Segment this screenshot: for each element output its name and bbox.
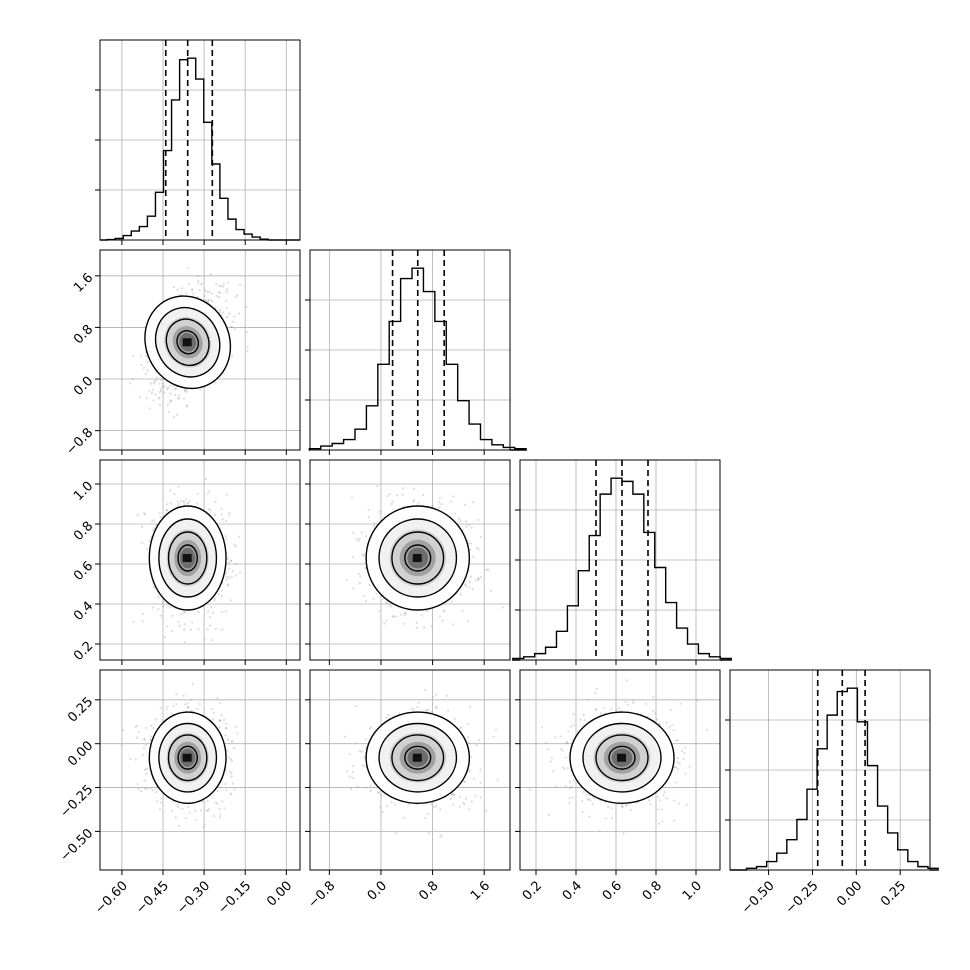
- y-tick-label: 0.6: [71, 559, 96, 584]
- panel-2-1: [309, 459, 511, 661]
- y-tick-label: 0.00: [65, 738, 96, 769]
- contour: [148, 505, 227, 611]
- contour: [176, 330, 200, 355]
- contour: [569, 711, 675, 805]
- y-tick-label: 0.0: [71, 374, 96, 399]
- y-tick-label: 1.6: [71, 271, 96, 296]
- x-tick-label: −0.60: [92, 878, 131, 917]
- x-tick-label: 0.00: [834, 878, 865, 909]
- scatter-3-0: [120, 683, 239, 829]
- x-tick-label: 0.2: [520, 878, 545, 903]
- contour: [158, 518, 218, 598]
- grid-1-1: [310, 250, 510, 450]
- contour: [144, 295, 232, 390]
- grid-2-2: [520, 460, 720, 660]
- contour: [595, 734, 649, 782]
- x-tick-label: 0.6: [600, 878, 625, 903]
- x-tick-label: −0.15: [215, 878, 254, 917]
- scatter-1-0: [128, 266, 249, 419]
- y-tick-label: 0.8: [71, 322, 96, 347]
- x-tick-label: 0.0: [365, 878, 390, 903]
- grid-0-0: [100, 40, 300, 240]
- contour: [365, 505, 471, 611]
- x-tick-label: −0.30: [174, 878, 213, 917]
- x-tick-label: −0.25: [783, 878, 822, 917]
- x-tick-label: 0.8: [640, 878, 665, 903]
- panel-3-2: [519, 669, 721, 871]
- contour: [404, 745, 432, 770]
- panel-3-0: [99, 669, 301, 871]
- y-tick-label: 0.8: [71, 519, 96, 544]
- density-peak: [412, 554, 422, 562]
- contour: [167, 531, 208, 585]
- density-peak: [412, 753, 422, 762]
- contour: [391, 531, 445, 585]
- panel-1-0: [99, 249, 301, 451]
- grid-3-3: [730, 670, 930, 870]
- x-tick-label: −0.8: [305, 878, 338, 911]
- contour: [608, 745, 636, 770]
- contour: [167, 734, 208, 782]
- density-peak: [182, 338, 192, 347]
- contour: [165, 318, 210, 367]
- density-peak: [182, 753, 192, 762]
- panel-3-1: [309, 669, 511, 871]
- scatter-3-2: [528, 679, 709, 835]
- x-tick-label: −0.50: [739, 878, 778, 917]
- density-peak: [617, 753, 626, 762]
- x-tick-label: 0.25: [878, 878, 909, 909]
- contour: [154, 306, 221, 378]
- contour: [404, 544, 432, 572]
- density-peak: [182, 554, 192, 562]
- contour: [391, 734, 445, 782]
- y-tick-label: 1.0: [71, 479, 96, 504]
- x-tick-label: 0.4: [560, 878, 585, 903]
- scatter-2-1: [345, 485, 504, 629]
- panel-2-0: [99, 459, 301, 661]
- contour: [378, 518, 458, 598]
- x-tick-label: −0.45: [133, 878, 172, 917]
- scatter-3-1: [343, 688, 499, 838]
- y-tick-label: 0.25: [65, 695, 96, 726]
- contour: [378, 722, 458, 793]
- contour: [582, 722, 662, 793]
- y-tick-label: 0.2: [71, 639, 96, 664]
- y-tick-label: 0.4: [71, 599, 96, 624]
- contour: [177, 745, 198, 770]
- contour: [365, 711, 471, 805]
- y-tick-label: −0.25: [58, 782, 97, 821]
- histogram-2: [512, 477, 732, 661]
- contour: [148, 711, 227, 805]
- histogram-0: [100, 57, 300, 241]
- x-tick-label: 1.0: [680, 878, 705, 903]
- scatter-2-0: [132, 477, 242, 644]
- contour: [158, 722, 218, 793]
- y-tick-label: −0.50: [58, 826, 97, 865]
- x-tick-label: 1.6: [468, 878, 493, 903]
- contour: [177, 544, 198, 572]
- x-tick-label: 0.00: [264, 878, 295, 909]
- x-tick-label: 0.8: [416, 878, 441, 903]
- histogram-1: [308, 267, 527, 451]
- y-tick-label: −0.8: [63, 425, 96, 458]
